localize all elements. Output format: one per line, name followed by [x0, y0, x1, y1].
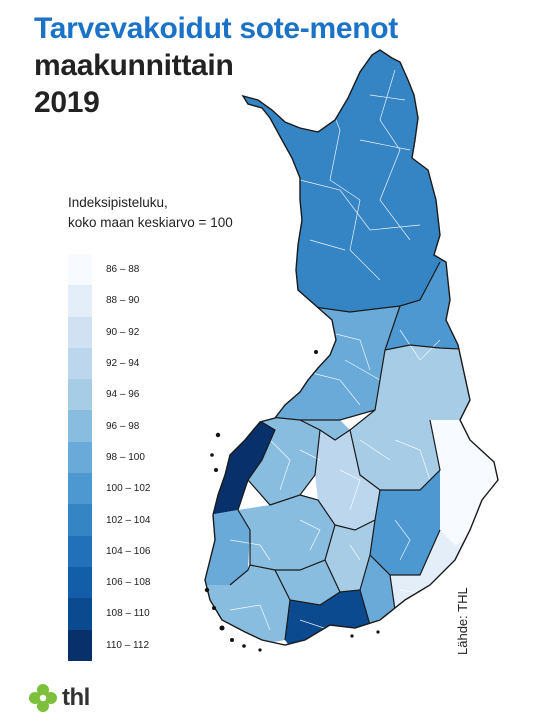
legend-item: 106 – 108 [68, 566, 216, 599]
region-pohjois-pohjanmaa [205, 300, 400, 420]
legend-title-line-2: koko maan keskiarvo = 100 [68, 215, 233, 230]
title-line-3: 2019 [34, 86, 100, 119]
title-line-2: maakunnittain [34, 49, 234, 82]
legend-label: 104 – 106 [106, 545, 151, 557]
title-line-1: Tarvevakoidut sote-menot [34, 12, 398, 45]
legend-swatch [68, 504, 92, 536]
legend-swatch [68, 379, 92, 411]
region-lappi [205, 50, 498, 312]
legend-swatch [68, 410, 92, 442]
legend-label: 100 – 102 [106, 483, 151, 495]
legend-label: 102 – 104 [106, 514, 151, 526]
legend-item: 100 – 102 [68, 473, 216, 505]
region-keski-pohjanmaa [300, 420, 350, 440]
region-keski-suomi [315, 430, 380, 530]
legend-label: 110 – 112 [106, 639, 150, 651]
legend-item: 86 – 88 [68, 254, 216, 286]
logo-text: thl [62, 684, 90, 711]
legend-swatch [68, 441, 92, 474]
legend-item: 88 – 90 [68, 285, 216, 317]
region-pirkanmaa [238, 495, 335, 570]
source-label: Lähde: THL [455, 587, 470, 655]
legend-swatch [68, 598, 92, 630]
legend-item: 104 – 106 [68, 535, 216, 567]
legend-swatch [68, 316, 92, 348]
legend-item: 90 – 92 [68, 316, 216, 348]
legend-swatch [68, 347, 92, 380]
legend-item: 110 – 112 [68, 629, 216, 661]
legend-swatch [68, 285, 92, 317]
finland-map [204, 49, 499, 652]
legend-label: 92 – 94 [106, 358, 140, 370]
legend-item: 102 – 104 [68, 504, 216, 536]
region-etela-savo [370, 470, 440, 575]
legend-swatch [68, 473, 92, 505]
legend-label: 96 – 98 [106, 420, 140, 432]
legend-label: 108 – 110 [106, 608, 150, 620]
region-kymenlaakso [360, 555, 395, 625]
region-kanta-hame [275, 560, 340, 605]
legend-item: 108 – 110 [68, 598, 216, 630]
legend: 86 – 88 88 – 90 90 – 92 92 – 94 94 – 96 96 – … [68, 254, 216, 661]
legend-label: 88 – 90 [106, 295, 140, 307]
legend-item: 96 – 98 [68, 410, 216, 442]
thl-logo: thl [28, 683, 90, 713]
legend-item: 92 – 94 [68, 347, 216, 380]
legend-label: 94 – 96 [106, 389, 140, 401]
legend-label: 106 – 108 [106, 577, 151, 589]
legend-label: 90 – 92 [106, 326, 140, 338]
legend-swatch [68, 254, 92, 286]
legend-item: 98 – 100 [68, 441, 216, 474]
region-satakunta [205, 510, 250, 585]
legend-swatch [68, 566, 92, 599]
region-paijat-hame [325, 520, 375, 592]
legend-title: Indeksipisteluku, koko maan keskiarvo = … [68, 193, 233, 233]
legend-label: 98 – 100 [106, 451, 145, 463]
region-etela-pohjanmaa [248, 415, 320, 505]
legend-label: 86 – 88 [106, 264, 140, 276]
thl-flower-icon [29, 684, 57, 712]
legend-title-line-1: Indeksipisteluku, [68, 195, 168, 210]
legend-item: 94 – 96 [68, 379, 216, 411]
archipelago [204, 350, 380, 652]
legend-swatch [68, 629, 92, 661]
legend-swatch [68, 535, 92, 567]
chart-title: Tarvevakoidut sote-menot maakunnittain 2… [34, 10, 398, 121]
